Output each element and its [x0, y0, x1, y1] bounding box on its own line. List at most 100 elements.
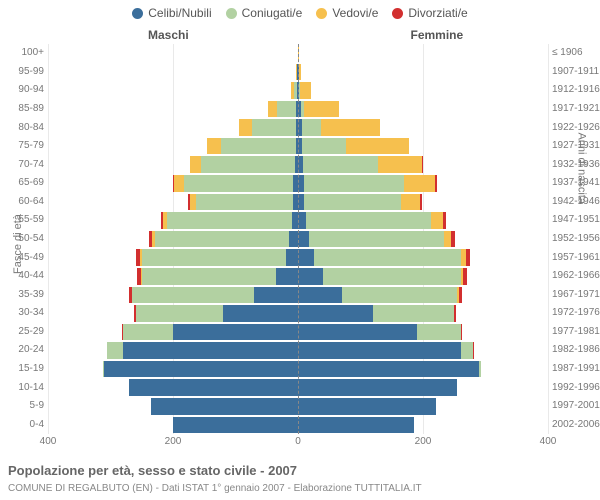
header-female: Femmine: [411, 28, 464, 42]
bar-segment: [304, 175, 404, 192]
x-tick-label: 400: [540, 436, 557, 447]
female-bar: [298, 342, 474, 359]
male-bar: [190, 156, 298, 173]
bar-segment: [306, 212, 431, 229]
age-label: 65-69: [0, 177, 44, 188]
legend-label: Coniugati/e: [242, 6, 303, 20]
age-label: 20-24: [0, 344, 44, 355]
bar-segment: [303, 156, 378, 173]
bar-segment: [129, 379, 298, 396]
bar-segment: [422, 156, 423, 173]
bar-segment: [417, 324, 461, 341]
bar-segment: [276, 268, 298, 285]
male-bar: [134, 305, 298, 322]
birth-year-label: 1967-1971: [552, 289, 600, 300]
bar-segment: [299, 64, 302, 81]
bar-segment: [302, 119, 321, 136]
x-axis: 4002000200400: [48, 436, 548, 454]
male-bar: [107, 342, 298, 359]
x-tick-label: 200: [415, 436, 432, 447]
bar-segment: [304, 101, 338, 118]
bar-segment: [298, 268, 323, 285]
bar-segment: [378, 156, 422, 173]
bar-segment: [286, 249, 299, 266]
x-tick-label: 0: [295, 436, 301, 447]
bar-segment: [473, 342, 474, 359]
bar-segment: [268, 101, 277, 118]
male-bar: [291, 82, 299, 99]
bar-segment: [104, 361, 298, 378]
female-bar: [298, 249, 470, 266]
chart-subtitle: COMUNE DI REGALBUTO (EN) - Dati ISTAT 1°…: [8, 483, 422, 494]
bar-segment: [454, 305, 456, 322]
bar-segment: [444, 231, 452, 248]
birth-year-label: 1972-1976: [552, 307, 600, 318]
age-label: 85-89: [0, 103, 44, 114]
bar-segment: [298, 361, 479, 378]
bar-segment: [298, 379, 457, 396]
legend-swatch: [132, 8, 143, 19]
bar-segment: [298, 342, 461, 359]
female-bar: [298, 305, 456, 322]
bar-segment: [252, 119, 296, 136]
birth-year-label: 1927-1931: [552, 140, 600, 151]
female-bar: [298, 324, 462, 341]
bar-segment: [431, 212, 444, 229]
age-label: 70-74: [0, 159, 44, 170]
age-label: 10-14: [0, 382, 44, 393]
bar-segment: [298, 324, 417, 341]
birth-year-label: 1932-1936: [552, 159, 600, 170]
male-bar: [268, 101, 298, 118]
bar-segment: [304, 194, 401, 211]
bar-segment: [173, 324, 298, 341]
bar-segment: [207, 138, 221, 155]
legend-label: Divorziati/e: [408, 6, 467, 20]
female-bar: [298, 82, 311, 99]
bar-segment: [173, 417, 298, 434]
bar-segment: [346, 138, 409, 155]
bar-segment: [254, 287, 298, 304]
female-bar: [298, 175, 437, 192]
female-bar: [298, 231, 455, 248]
female-bar: [298, 194, 422, 211]
birth-year-label: 1917-1921: [552, 103, 600, 114]
bar-segment: [461, 342, 474, 359]
age-label: 100+: [0, 47, 44, 58]
age-label: 0-4: [0, 419, 44, 430]
bar-segment: [373, 305, 454, 322]
bar-segment: [123, 342, 298, 359]
bar-segment: [298, 417, 414, 434]
female-bar: [298, 417, 414, 434]
bar-segment: [132, 287, 254, 304]
bar-segment: [309, 231, 443, 248]
male-bar: [136, 249, 298, 266]
birth-year-label: 1912-1916: [552, 84, 600, 95]
bar-segment: [107, 342, 123, 359]
birth-year-label: 1907-1911: [552, 66, 600, 77]
bar-segment: [401, 194, 420, 211]
male-bar: [129, 379, 298, 396]
bar-segment: [298, 231, 309, 248]
bar-segment: [466, 249, 470, 266]
bar-segment: [435, 175, 438, 192]
female-bar: [298, 379, 457, 396]
x-tick-label: 200: [165, 436, 182, 447]
legend-swatch: [316, 8, 327, 19]
bar-segment: [314, 249, 461, 266]
age-label: 80-84: [0, 122, 44, 133]
birth-year-label: ≤ 1906: [552, 47, 600, 58]
bar-segment: [289, 231, 298, 248]
female-bar: [298, 268, 467, 285]
bar-segment: [174, 175, 183, 192]
population-pyramid-chart: Celibi/NubiliConiugati/eVedovi/eDivorzia…: [0, 0, 600, 500]
bar-segment: [323, 268, 461, 285]
age-label: 55-59: [0, 214, 44, 225]
age-label: 35-39: [0, 289, 44, 300]
bar-segment: [461, 324, 462, 341]
birth-year-label: 1987-1991: [552, 363, 600, 374]
plot-area: 100+≤ 190695-991907-191190-941912-191685…: [48, 44, 548, 434]
bar-segment: [239, 119, 252, 136]
legend-swatch: [392, 8, 403, 19]
legend-item: Coniugati/e: [226, 6, 303, 20]
male-bar: [207, 138, 298, 155]
